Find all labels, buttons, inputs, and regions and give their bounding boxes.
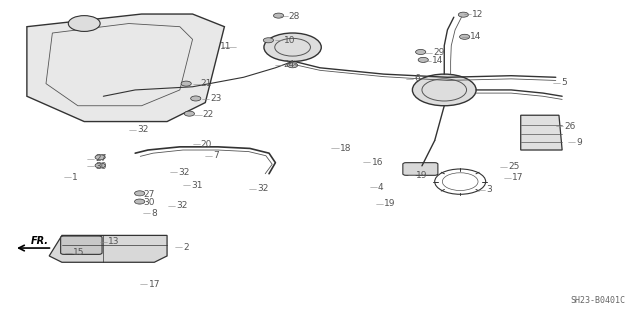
Circle shape — [412, 74, 476, 106]
Text: 7: 7 — [214, 151, 220, 160]
Text: 2: 2 — [183, 243, 189, 252]
Text: 22: 22 — [203, 110, 214, 119]
Circle shape — [458, 12, 468, 17]
FancyBboxPatch shape — [403, 163, 438, 175]
Circle shape — [181, 81, 191, 86]
Circle shape — [95, 155, 105, 160]
Text: 27: 27 — [96, 154, 107, 163]
Circle shape — [264, 33, 321, 62]
Circle shape — [263, 38, 273, 43]
Text: 16: 16 — [372, 158, 383, 167]
Text: 17: 17 — [512, 173, 524, 182]
Text: 6: 6 — [414, 74, 420, 83]
Text: 12: 12 — [472, 10, 484, 19]
Text: 25: 25 — [508, 162, 519, 171]
Text: FR.: FR. — [31, 236, 49, 246]
Text: 9: 9 — [576, 137, 582, 147]
Polygon shape — [27, 14, 225, 122]
Circle shape — [134, 191, 145, 196]
Text: 32: 32 — [179, 168, 190, 177]
Text: 32: 32 — [257, 184, 268, 193]
Circle shape — [460, 34, 470, 39]
Circle shape — [95, 163, 105, 168]
Text: 18: 18 — [340, 144, 351, 153]
Text: 23: 23 — [211, 94, 222, 103]
Text: 32: 32 — [177, 202, 188, 211]
Text: 14: 14 — [470, 32, 482, 41]
Text: 14: 14 — [432, 56, 444, 65]
Text: SH23-B0401C: SH23-B0401C — [571, 296, 626, 305]
Text: 17: 17 — [148, 280, 160, 289]
Circle shape — [287, 63, 298, 68]
Circle shape — [273, 13, 284, 18]
Text: 5: 5 — [561, 78, 566, 87]
Text: 15: 15 — [74, 248, 85, 257]
Polygon shape — [49, 235, 167, 262]
Circle shape — [418, 57, 428, 63]
Text: 10: 10 — [284, 36, 295, 45]
Text: 27: 27 — [143, 190, 155, 199]
Circle shape — [68, 16, 100, 32]
Text: 11: 11 — [220, 42, 232, 51]
Text: 19: 19 — [416, 171, 428, 180]
Text: 4: 4 — [378, 182, 383, 191]
Text: 30: 30 — [96, 162, 107, 171]
Circle shape — [184, 111, 195, 116]
Text: 13: 13 — [108, 237, 120, 246]
Text: 31: 31 — [191, 181, 203, 190]
Text: 3: 3 — [486, 185, 492, 194]
Text: 28: 28 — [289, 12, 300, 21]
Text: 8: 8 — [151, 209, 157, 218]
Text: 19: 19 — [385, 199, 396, 208]
Text: 32: 32 — [137, 125, 148, 134]
Circle shape — [415, 49, 426, 55]
Circle shape — [191, 96, 201, 101]
Polygon shape — [521, 115, 562, 150]
Text: 21: 21 — [201, 79, 212, 88]
Text: 26: 26 — [564, 122, 575, 131]
Text: 20: 20 — [201, 140, 212, 149]
Circle shape — [134, 199, 145, 204]
Text: 30: 30 — [143, 198, 155, 207]
FancyBboxPatch shape — [61, 236, 102, 254]
Text: 24: 24 — [284, 60, 295, 69]
Text: 29: 29 — [433, 48, 445, 57]
Text: 1: 1 — [72, 173, 78, 182]
